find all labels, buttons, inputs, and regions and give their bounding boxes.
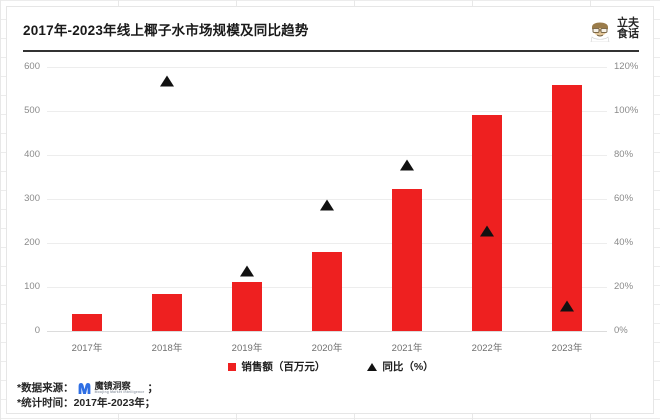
legend-triangle-icon — [367, 362, 378, 371]
footnote-source-prefix: *数据来源： — [17, 382, 74, 394]
x-axis-tick: 2017年 — [71, 343, 103, 354]
legend-square-icon — [228, 362, 237, 371]
bar — [472, 115, 502, 331]
legend-item[interactable]: 同比（%） — [367, 359, 434, 374]
y-axis-left-tick: 400 — [24, 149, 40, 160]
x-axis-tick: 2018年 — [151, 343, 183, 354]
page-title: 2017年-2023年线上椰子水市场规模及同比趋势 — [23, 23, 309, 38]
y-axis-right-tick: 0% — [614, 325, 628, 336]
brand-line-2: 食话 — [617, 28, 639, 40]
gridline — [47, 243, 607, 244]
moojing-logo: 魔镜洞察 Moojing Market Intelligence — [77, 382, 145, 395]
bar — [232, 281, 262, 331]
y-axis-right-tick: 60% — [614, 193, 634, 204]
x-axis-tick: 2021年 — [391, 343, 423, 354]
trend-marker — [240, 265, 254, 276]
trend-marker — [160, 75, 174, 87]
y-axis-left-tick: 500 — [24, 105, 40, 116]
bar — [392, 189, 422, 331]
y-axis-right-tick: 100% — [614, 105, 639, 116]
footnote-period-line: *统计时间：2017年-2023年； — [17, 397, 156, 409]
bar — [72, 314, 102, 331]
gridline — [47, 155, 607, 156]
gridline — [47, 67, 607, 68]
y-axis-left-tick: 200 — [24, 237, 40, 248]
y-axis-right-tick: 20% — [614, 281, 634, 292]
y-axis-left-tick: 100 — [24, 281, 40, 292]
chart-header: 2017年-2023年线上椰子水市场规模及同比趋势 立夫 食话 — [7, 7, 653, 51]
brand-name: 立夫 食话 — [617, 16, 639, 40]
trend-marker — [480, 225, 494, 237]
y-axis-left-tick: 600 — [24, 61, 40, 72]
chart-canvas: 0 100 200 300 400 500 600 0% 20% 40% 60% 80% 100% 120… — [24, 62, 638, 354]
legend-label: 销售额（百万元） — [241, 361, 326, 373]
x-axis-tick: 2020年 — [311, 343, 343, 354]
legend-label: 同比（%） — [382, 361, 434, 373]
chart-legend: 销售额（百万元） 同比（%） — [7, 359, 655, 374]
moojing-name-en: Moojing Market Intelligence — [94, 390, 145, 395]
y-axis-left-tick: 300 — [24, 193, 40, 204]
y-axis-right-tick: 120% — [614, 61, 639, 72]
trend-marker — [560, 300, 574, 312]
trend-marker — [400, 159, 414, 171]
y-axis-left-tick: 0 — [34, 325, 40, 336]
trend-marker — [320, 199, 334, 210]
bar — [552, 84, 582, 331]
gridline — [47, 111, 607, 112]
chart-card: 2017年-2023年线上椰子水市场规模及同比趋势 立夫 食话 0 100 200 3… — [6, 6, 654, 414]
moojing-wordmark: 魔镜洞察 Moojing Market Intelligence — [95, 382, 145, 394]
footnote-source-line: *数据来源： 魔镜洞察 Moojing Market Intelligence … — [17, 381, 158, 396]
brand-logo: 立夫 食话 — [587, 16, 639, 42]
gridline — [47, 331, 607, 332]
chart-plot-area: 0 100 200 300 400 500 600 0% 20% 40% 60% 80% 100% 120… — [7, 55, 655, 355]
bar — [152, 293, 182, 331]
x-axis-tick: 2022年 — [471, 343, 503, 354]
title-divider — [23, 50, 639, 52]
bar — [312, 251, 342, 331]
chart-footnote: *数据来源： 魔镜洞察 Moojing Market Intelligence … — [17, 381, 158, 411]
y-axis-right-tick: 40% — [614, 237, 634, 248]
moojing-m-icon — [78, 383, 90, 394]
footnote-source-suffix: ； — [147, 382, 158, 394]
x-axis-tick: 2019年 — [231, 343, 263, 354]
y-axis-right-tick: 80% — [614, 149, 634, 160]
legend-item[interactable]: 销售额（百万元） — [228, 359, 325, 374]
moojing-name-cn: 魔镜洞察 — [94, 381, 131, 392]
face-avatar-icon — [590, 22, 610, 42]
brand-line-1: 立夫 — [617, 16, 639, 29]
x-axis-tick: 2023年 — [551, 343, 583, 354]
